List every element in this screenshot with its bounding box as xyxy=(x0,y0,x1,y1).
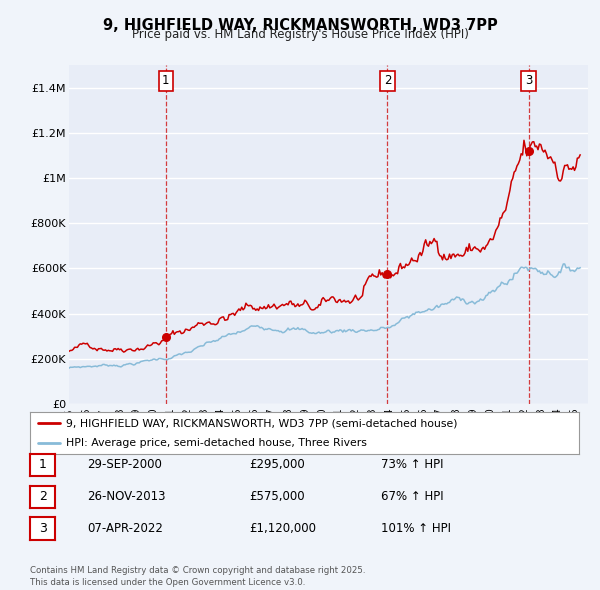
Text: HPI: Average price, semi-detached house, Three Rivers: HPI: Average price, semi-detached house,… xyxy=(65,438,367,448)
Text: 29-SEP-2000: 29-SEP-2000 xyxy=(87,458,162,471)
Text: 101% ↑ HPI: 101% ↑ HPI xyxy=(381,522,451,535)
Text: 2: 2 xyxy=(38,490,47,503)
Text: 3: 3 xyxy=(38,522,47,535)
Text: £1,120,000: £1,120,000 xyxy=(249,522,316,535)
Text: 07-APR-2022: 07-APR-2022 xyxy=(87,522,163,535)
Text: 1: 1 xyxy=(162,74,170,87)
Text: £295,000: £295,000 xyxy=(249,458,305,471)
Text: 1: 1 xyxy=(38,458,47,471)
Text: 73% ↑ HPI: 73% ↑ HPI xyxy=(381,458,443,471)
Text: £575,000: £575,000 xyxy=(249,490,305,503)
Text: Price paid vs. HM Land Registry's House Price Index (HPI): Price paid vs. HM Land Registry's House … xyxy=(131,28,469,41)
Text: Contains HM Land Registry data © Crown copyright and database right 2025.
This d: Contains HM Land Registry data © Crown c… xyxy=(30,566,365,587)
Text: 9, HIGHFIELD WAY, RICKMANSWORTH, WD3 7PP (semi-detached house): 9, HIGHFIELD WAY, RICKMANSWORTH, WD3 7PP… xyxy=(65,418,457,428)
Text: 3: 3 xyxy=(525,74,532,87)
Text: 67% ↑ HPI: 67% ↑ HPI xyxy=(381,490,443,503)
Text: 2: 2 xyxy=(384,74,391,87)
Text: 9, HIGHFIELD WAY, RICKMANSWORTH, WD3 7PP: 9, HIGHFIELD WAY, RICKMANSWORTH, WD3 7PP xyxy=(103,18,497,32)
Text: 26-NOV-2013: 26-NOV-2013 xyxy=(87,490,166,503)
